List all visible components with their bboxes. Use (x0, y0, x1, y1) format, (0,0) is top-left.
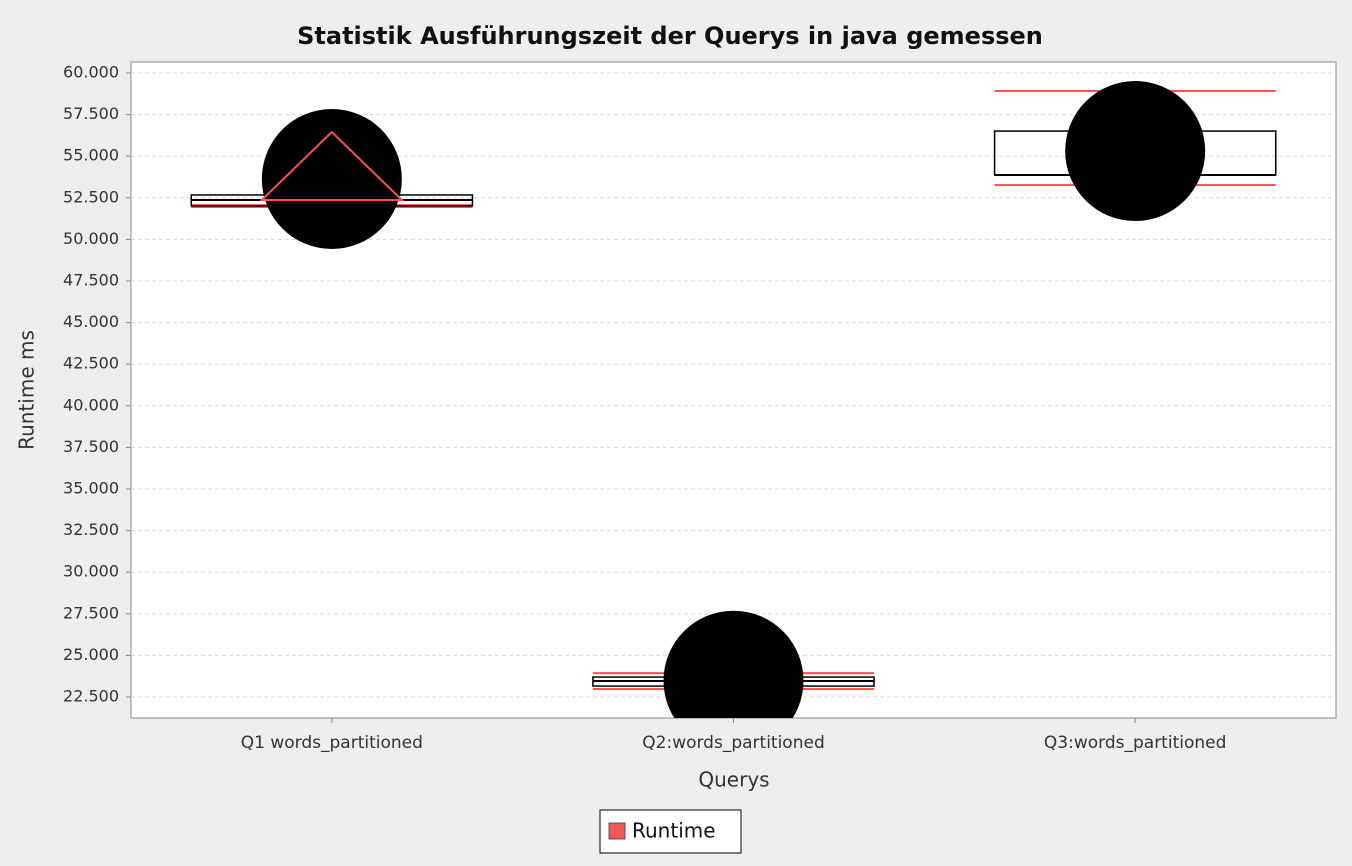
y-tick-label: 35.000 (63, 479, 119, 498)
x-axis-label: Querys (698, 768, 769, 792)
y-tick-label: 55.000 (63, 146, 119, 165)
y-tick-label: 22.500 (63, 687, 119, 706)
y-tick-label: 50.000 (63, 229, 119, 248)
y-tick-label: 47.500 (63, 270, 119, 289)
y-tick-label: 30.000 (63, 562, 119, 581)
legend-swatch (608, 822, 626, 840)
mean (663, 610, 804, 718)
y-tick-label: 25.000 (63, 645, 119, 664)
y-tick-label: 45.000 (63, 312, 119, 331)
x-tick-label: Q2:words_partitioned (642, 733, 824, 753)
x-tick-label: Q3:words_partitioned (1044, 733, 1226, 753)
plot-marks (131, 72, 1336, 718)
mean (1065, 81, 1206, 222)
y-tick-label: 52.500 (63, 187, 119, 206)
y-tick-label: 32.500 (63, 520, 119, 539)
outlier (259, 130, 405, 201)
chart-title: Statistik Ausführungszeit der Querys in … (297, 22, 1043, 50)
y-tick-label: 37.500 (63, 437, 119, 456)
x-tick-label: Q1 words_partitioned (241, 733, 423, 753)
y-tick-label: 40.000 (63, 395, 119, 414)
y-tick-label: 60.000 (63, 62, 119, 81)
legend-label: Runtime (632, 819, 716, 843)
y-tick-label: 27.500 (63, 603, 119, 622)
mean (261, 108, 402, 249)
y-tick-label: 57.500 (63, 104, 119, 123)
y-axis-label: Runtime ms (15, 330, 39, 450)
y-tick-label: 42.500 (63, 354, 119, 373)
